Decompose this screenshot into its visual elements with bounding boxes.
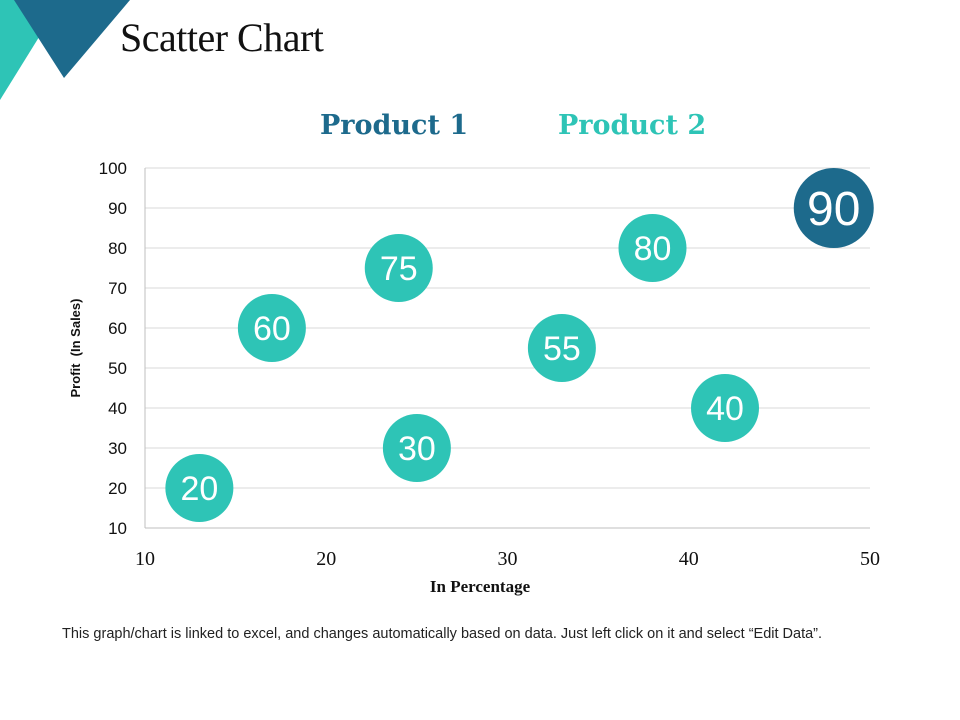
data-point-2 — [382, 414, 451, 482]
data-point-2 — [364, 234, 433, 302]
data-label: 30 — [398, 430, 436, 468]
y-tick-label: 100 — [99, 159, 127, 178]
x-tick-label: 40 — [679, 548, 699, 570]
data-label: 40 — [706, 390, 744, 428]
y-axis-label: Profit (In Sales) — [68, 299, 83, 398]
scatter-chart: 10 20 30 40 50 60 70 80 90 100 10 20 30 40 50 Profit … — [68, 159, 880, 596]
y-tick-label: 10 — [108, 519, 127, 538]
y-tick-label: 50 — [108, 359, 127, 378]
y-tick-label: 80 — [108, 239, 127, 258]
data-point-2 — [237, 294, 306, 362]
y-tick-label: 60 — [108, 319, 127, 338]
data-point-2 — [165, 454, 234, 522]
axes — [144, 168, 870, 529]
footer-note: This graph/chart is linked to excel, and… — [62, 626, 823, 642]
data-label: 20 — [180, 470, 218, 508]
data-label: 75 — [380, 250, 418, 288]
x-tick-labels: 10 20 30 40 50 — [135, 548, 880, 570]
y-tick-label: 30 — [108, 439, 127, 458]
x-tick-label: 20 — [316, 548, 336, 570]
x-tick-label: 10 — [135, 548, 155, 570]
y-tick-label: 70 — [108, 279, 127, 298]
x-tick-label: 30 — [498, 548, 518, 570]
corner-triangle-dark — [14, 0, 130, 78]
data-label: 55 — [543, 330, 581, 368]
data-point-2 — [618, 214, 687, 282]
data-label: 60 — [253, 310, 291, 348]
legend-product-1: Product 1 — [320, 110, 469, 141]
data-points: 90 20 60 75 30 55 80 40 — [165, 168, 874, 522]
data-label: 80 — [634, 230, 672, 268]
data-point-2 — [691, 374, 759, 442]
y-tick-label: 20 — [108, 479, 127, 498]
y-tick-labels: 10 20 30 40 50 60 70 80 90 100 — [99, 159, 127, 538]
legend-product-2: Product 2 — [558, 110, 707, 141]
y-tick-label: 90 — [108, 199, 127, 218]
corner-decoration — [0, 0, 130, 100]
x-axis-label: In Percentage — [430, 577, 531, 596]
data-point-1 — [793, 168, 874, 248]
data-point-2 — [527, 314, 596, 382]
data-label: 90 — [807, 183, 860, 236]
y-tick-label: 40 — [108, 399, 127, 418]
x-tick-label: 50 — [860, 548, 880, 570]
slide-title: Scatter Chart — [120, 15, 324, 60]
